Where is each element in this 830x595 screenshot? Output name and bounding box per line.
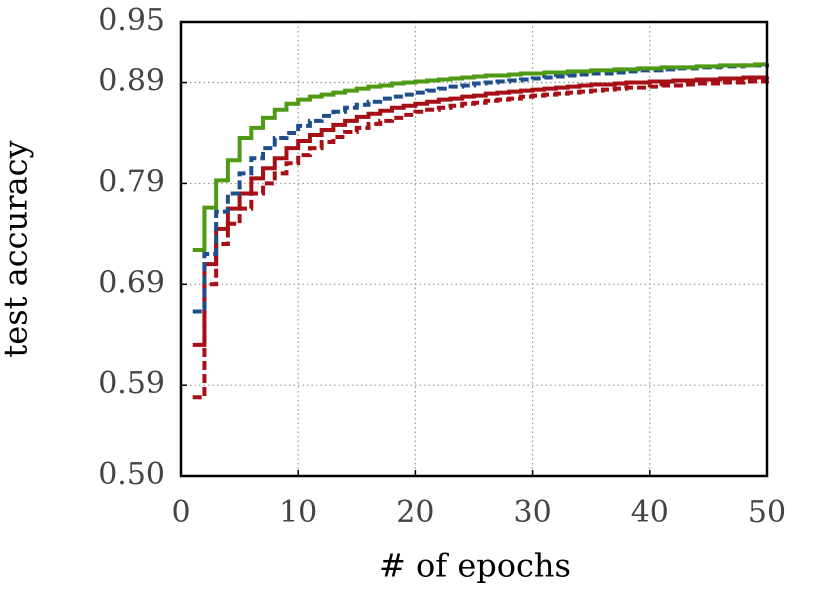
x-tick-label: 40: [631, 495, 669, 530]
plot-frame: [179, 20, 769, 478]
x-tick-label: 10: [279, 495, 317, 530]
series-line: [192, 63, 769, 314]
y-tick-label: 0.89: [98, 64, 165, 99]
series-line: [192, 79, 769, 400]
y-axis-label: test accuracy: [0, 140, 35, 357]
x-tick-label: 50: [748, 495, 786, 530]
x-tick-label: 30: [514, 495, 552, 530]
y-tick-label: 0.79: [98, 164, 165, 199]
x-tick-label: 0: [171, 495, 190, 530]
y-tick-label: 0.95: [98, 3, 165, 38]
x-axis-label: # of epochs: [379, 547, 571, 585]
y-tick-label: 0.69: [98, 265, 165, 300]
y-tick-label: 0.59: [98, 366, 165, 401]
series-line: [192, 62, 767, 253]
x-tick-label: 20: [396, 495, 434, 530]
series-line: [192, 75, 769, 347]
y-tick-label: 0.50: [98, 457, 165, 492]
